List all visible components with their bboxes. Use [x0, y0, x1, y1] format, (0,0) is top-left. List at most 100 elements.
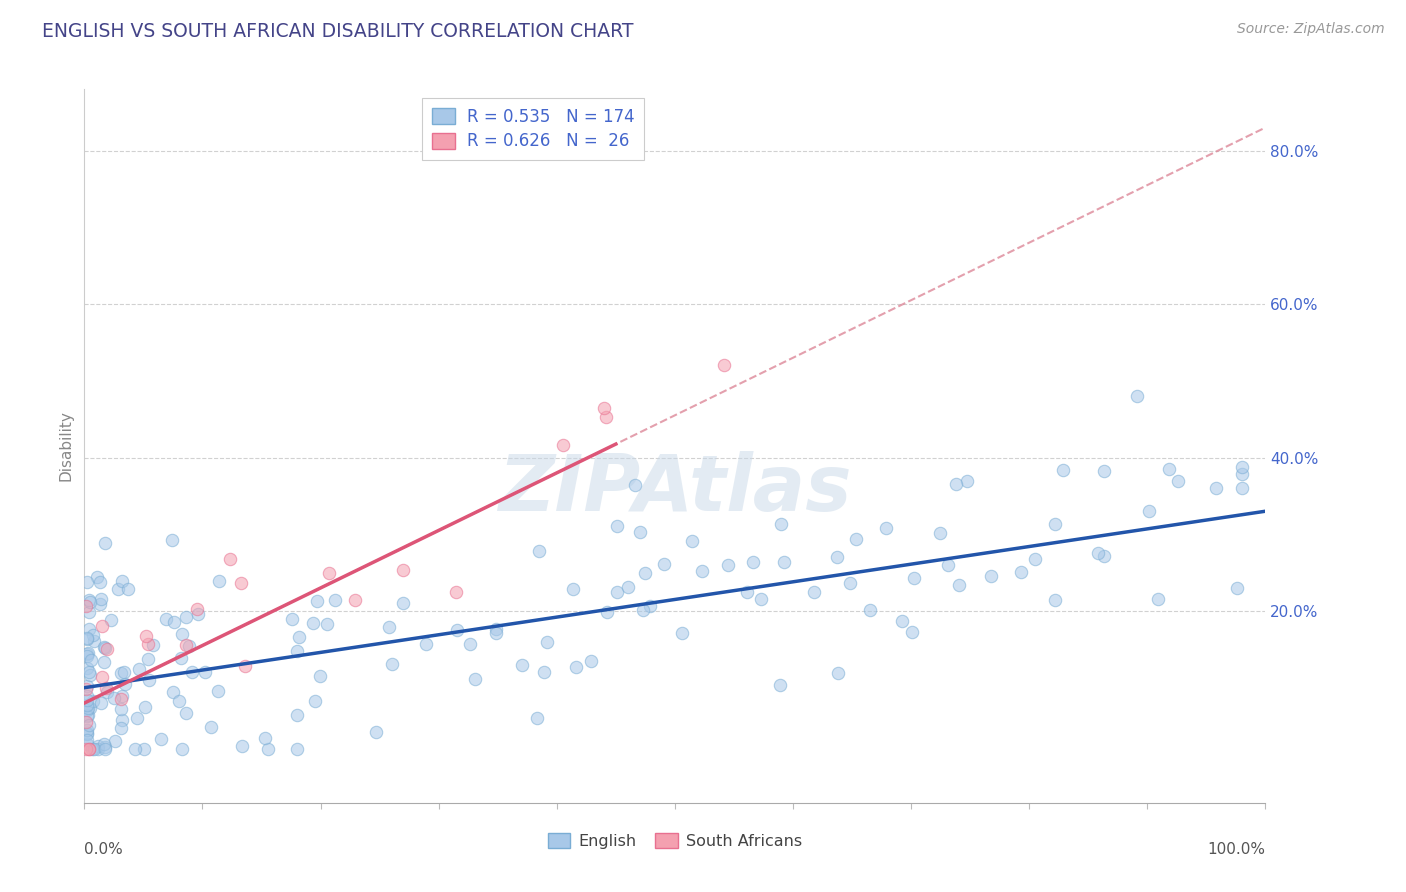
Point [446, 624, 468, 638]
Point [1230, 459, 1253, 474]
Point [76, 631, 98, 645]
Point [859, 603, 882, 617]
Point [162, 615, 184, 630]
Point [76, 698, 98, 712]
Point [76, 647, 98, 661]
Point [90, 670, 112, 684]
Point [77, 622, 100, 636]
Point [1024, 552, 1046, 566]
Point [136, 652, 159, 666]
Point [111, 690, 134, 704]
Point [77, 593, 100, 607]
Point [307, 594, 329, 608]
Point [316, 617, 339, 632]
Point [1045, 593, 1067, 607]
Point [150, 731, 173, 746]
Point [194, 665, 217, 680]
Point [79, 653, 101, 667]
Point [76, 732, 98, 747]
Point [827, 666, 849, 681]
Point [93, 656, 115, 670]
Point [366, 724, 388, 739]
Point [717, 558, 740, 572]
Point [301, 616, 323, 631]
Point [318, 566, 340, 581]
Point [100, 613, 122, 627]
Text: 100.0%: 100.0% [1208, 842, 1265, 857]
Point [90, 592, 112, 607]
Point [91, 619, 114, 633]
Point [79, 700, 101, 714]
Point [638, 599, 661, 614]
Point [200, 720, 222, 734]
Point [89, 597, 111, 611]
Point [174, 638, 197, 652]
Point [285, 742, 308, 756]
Point [103, 690, 125, 705]
Point [980, 568, 1002, 582]
Point [142, 638, 165, 652]
Point [110, 702, 132, 716]
Point [281, 611, 304, 625]
Point [124, 742, 146, 756]
Point [134, 700, 156, 714]
Point [233, 659, 256, 673]
Point [96, 641, 118, 656]
Point [187, 607, 209, 621]
Point [114, 677, 136, 691]
Point [304, 694, 326, 708]
Point [83, 742, 105, 756]
Point [231, 739, 253, 753]
Point [170, 650, 193, 665]
Point [772, 555, 794, 569]
Point [110, 666, 132, 681]
Point [891, 615, 914, 629]
Point [875, 521, 897, 535]
Point [83, 634, 105, 648]
Point [180, 665, 202, 679]
Point [110, 721, 132, 735]
Point [229, 576, 252, 591]
Point [138, 673, 160, 687]
Point [155, 612, 177, 626]
Point [77, 742, 100, 756]
Point [96, 685, 118, 699]
Point [1045, 516, 1067, 531]
Point [378, 620, 401, 634]
Point [87, 739, 110, 753]
Point [94, 640, 117, 655]
Point [76, 693, 98, 707]
Point [111, 713, 134, 727]
Point [323, 592, 346, 607]
Point [77, 665, 100, 680]
Point [172, 742, 194, 756]
Point [89, 575, 111, 590]
Point [76, 737, 98, 751]
Point [308, 669, 330, 683]
Point [285, 707, 308, 722]
Point [76, 661, 98, 675]
Point [125, 711, 148, 725]
Point [82, 694, 104, 708]
Point [1094, 549, 1116, 563]
Legend: English, South Africans: English, South Africans [541, 827, 808, 855]
Point [76, 647, 98, 661]
Text: ENGLISH VS SOUTH AFRICAN DISABILITY CORRELATION CHART: ENGLISH VS SOUTH AFRICAN DISABILITY CORR… [42, 22, 634, 41]
Point [172, 627, 194, 641]
Point [1159, 462, 1181, 476]
Point [167, 694, 190, 708]
Point [392, 596, 415, 610]
Point [901, 624, 924, 639]
Point [936, 558, 959, 572]
Point [742, 555, 765, 569]
Point [527, 544, 550, 558]
Point [579, 654, 602, 668]
Point [343, 592, 366, 607]
Point [136, 637, 159, 651]
Point [735, 585, 758, 599]
Point [76, 723, 98, 737]
Point [512, 657, 534, 672]
Point [681, 533, 703, 548]
Point [415, 637, 437, 651]
Point [533, 665, 555, 680]
